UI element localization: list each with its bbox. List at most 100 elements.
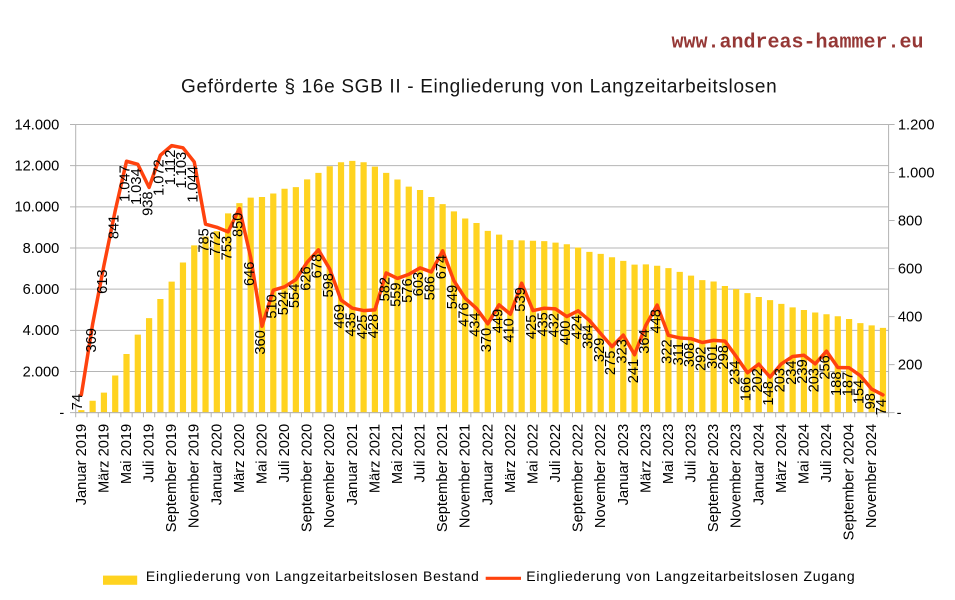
svg-text:Januar 2024: Januar 2024	[751, 424, 767, 506]
svg-text:410: 410	[502, 318, 518, 342]
svg-text:476: 476	[456, 302, 472, 326]
svg-text:www.andreas-hammer.eu: www.andreas-hammer.eu	[672, 31, 924, 54]
svg-text:800: 800	[898, 213, 922, 229]
svg-text:Juli 2020: Juli 2020	[277, 424, 293, 483]
svg-text:360: 360	[253, 330, 269, 354]
svg-text:12.000: 12.000	[14, 159, 59, 175]
svg-text:510: 510	[264, 294, 280, 318]
svg-text:September 2021: September 2021	[435, 424, 451, 532]
svg-text:1.047: 1.047	[118, 165, 134, 202]
svg-text:449: 449	[490, 309, 506, 333]
svg-text:469: 469	[332, 304, 348, 328]
svg-text:370: 370	[479, 328, 495, 352]
svg-text:Mai 2020: Mai 2020	[254, 424, 270, 484]
svg-text:November 2019: November 2019	[187, 424, 203, 528]
svg-text:582: 582	[377, 277, 393, 301]
svg-text:-: -	[897, 406, 902, 422]
svg-text:September 2019: September 2019	[164, 424, 180, 532]
svg-text:425: 425	[355, 315, 371, 339]
svg-text:600: 600	[898, 261, 922, 277]
svg-text:539: 539	[513, 287, 529, 311]
svg-text:Mai 2019: Mai 2019	[119, 424, 135, 484]
svg-text:September 2022: September 2022	[571, 424, 587, 532]
svg-text:292: 292	[694, 347, 710, 371]
svg-text:74: 74	[70, 394, 86, 410]
svg-text:September 20204: September 20204	[842, 424, 858, 541]
svg-text:256: 256	[818, 355, 834, 379]
svg-text:November 2023: November 2023	[729, 424, 745, 528]
svg-text:1.000: 1.000	[898, 165, 935, 181]
svg-text:4.000: 4.000	[23, 323, 60, 339]
svg-text:841: 841	[106, 215, 122, 239]
svg-text:435: 435	[344, 312, 360, 336]
svg-text:598: 598	[321, 273, 337, 297]
svg-text:Mai 2022: Mai 2022	[525, 424, 541, 484]
svg-text:10.000: 10.000	[14, 200, 59, 216]
svg-text:626: 626	[298, 266, 314, 290]
svg-text:785: 785	[197, 228, 213, 252]
svg-text:1.103: 1.103	[174, 152, 190, 189]
svg-text:202: 202	[750, 368, 766, 392]
svg-text:241: 241	[626, 359, 642, 383]
svg-text:September 2023: September 2023	[706, 424, 722, 532]
svg-text:434: 434	[468, 312, 484, 336]
svg-text:586: 586	[423, 276, 439, 300]
svg-text:603: 603	[411, 272, 427, 296]
svg-text:Juli 2021: Juli 2021	[413, 424, 429, 483]
svg-text:613: 613	[95, 269, 111, 293]
svg-text:298: 298	[716, 345, 732, 369]
svg-text:275: 275	[603, 351, 619, 375]
svg-text:Geförderte § 16e SGB II - Eing: Geförderte § 16e SGB II - Eingliederung …	[181, 76, 777, 97]
svg-text:301: 301	[705, 344, 721, 368]
svg-text:308: 308	[682, 343, 698, 367]
svg-text:154: 154	[852, 380, 868, 404]
svg-text:203: 203	[806, 368, 822, 392]
svg-text:1.200: 1.200	[898, 117, 935, 133]
svg-text:Mai 2023: Mai 2023	[661, 424, 677, 484]
svg-text:November 2022: November 2022	[593, 424, 609, 528]
svg-text:-: -	[59, 406, 64, 422]
svg-text:549: 549	[445, 285, 461, 309]
svg-text:188: 188	[829, 372, 845, 396]
svg-text:234: 234	[784, 360, 800, 384]
svg-text:311: 311	[671, 342, 687, 365]
svg-text:98: 98	[863, 393, 879, 409]
svg-text:203: 203	[773, 368, 789, 392]
svg-text:364: 364	[637, 329, 653, 353]
svg-text:554: 554	[287, 284, 303, 308]
svg-text:8.000: 8.000	[23, 241, 60, 257]
svg-text:März 2021: März 2021	[367, 424, 383, 493]
svg-text:Juli 2024: Juli 2024	[819, 424, 835, 483]
svg-text:187: 187	[840, 372, 856, 396]
svg-text:2.000: 2.000	[23, 364, 60, 380]
svg-text:November 2020: November 2020	[322, 424, 338, 528]
svg-text:435: 435	[535, 312, 551, 336]
svg-text:678: 678	[310, 254, 326, 278]
svg-text:424: 424	[569, 315, 585, 339]
svg-text:Juli 2023: Juli 2023	[684, 424, 700, 483]
svg-text:1.072: 1.072	[152, 159, 168, 196]
svg-text:November 2021: November 2021	[458, 424, 474, 528]
svg-text:646: 646	[242, 262, 258, 286]
svg-text:369: 369	[84, 328, 100, 352]
svg-text:850: 850	[231, 213, 247, 237]
svg-text:Januar 2023: Januar 2023	[616, 424, 632, 506]
svg-text:Mai 2024: Mai 2024	[796, 424, 812, 484]
svg-text:1.044: 1.044	[185, 166, 201, 203]
svg-text:148: 148	[761, 381, 777, 405]
svg-text:März 2022: März 2022	[503, 424, 519, 493]
svg-text:166: 166	[739, 377, 755, 401]
svg-text:576: 576	[400, 278, 416, 302]
svg-text:März 2023: März 2023	[638, 424, 654, 493]
svg-text:322: 322	[660, 339, 676, 363]
svg-text:Eingliederung von Langzeitarbe: Eingliederung von Langzeitarbeitslosen B…	[146, 568, 480, 584]
svg-text:384: 384	[581, 324, 597, 348]
svg-text:März 2019: März 2019	[96, 424, 112, 493]
svg-text:329: 329	[592, 338, 608, 362]
svg-text:425: 425	[524, 315, 540, 339]
svg-text:14.000: 14.000	[14, 117, 59, 133]
svg-text:6.000: 6.000	[23, 282, 60, 298]
svg-text:September 2020: September 2020	[300, 424, 316, 532]
svg-text:400: 400	[558, 321, 574, 345]
svg-text:Eingliederung von Langzeitarbe: Eingliederung von Langzeitarbeitslosen Z…	[526, 568, 855, 584]
